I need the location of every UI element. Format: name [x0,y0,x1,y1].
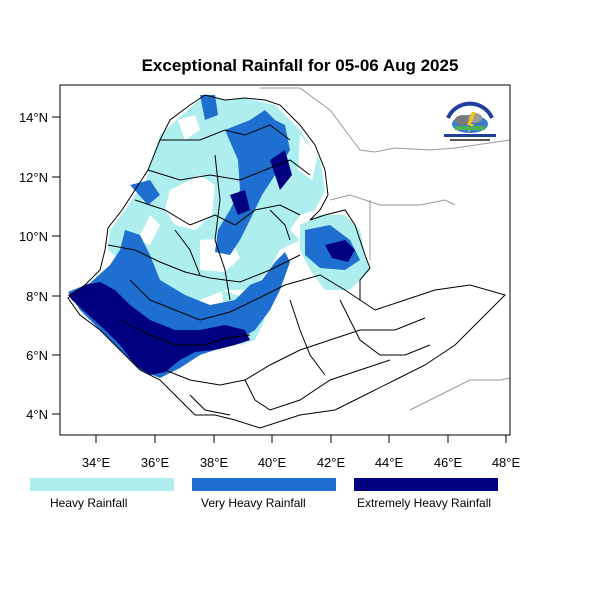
y-tick-label: 8°N [26,289,48,304]
ethiopia-borders [67,94,506,429]
y-tick-label: 4°N [26,407,48,422]
x-tick-label: 44°E [375,455,404,470]
neighbor-borders [260,87,510,411]
extremely-heavy-rainfall-area [68,150,355,375]
meteorology-institute-logo [444,101,496,141]
x-tick-label: 42°E [317,455,346,470]
map-title: Exceptional Rainfall for 05-06 Aug 2025 [141,56,459,75]
axis-ticks [52,116,507,443]
legend-label-very-heavy: Very Heavy Rainfall [201,496,306,510]
legend-label-extremely-heavy: Extremely Heavy Rainfall [357,496,492,510]
map-frame [59,84,511,436]
rainfall-areas [68,95,370,378]
y-tick-label: 14°N [19,110,48,125]
x-tick-label: 36°E [141,455,170,470]
y-tick-labels: 14°N 12°N 10°N 8°N 6°N 4°N [19,110,48,422]
y-tick-label: 10°N [19,229,48,244]
x-tick-label: 38°E [200,455,229,470]
y-tick-label: 6°N [26,348,48,363]
legend-swatch-heavy [30,478,174,491]
x-tick-label: 46°E [434,455,463,470]
x-tick-labels: 34°E 36°E 38°E 40°E 42°E 44°E 46°E 48°E [82,455,521,470]
legend-label-heavy: Heavy Rainfall [50,496,128,510]
legend-swatch-very-heavy [192,478,336,491]
x-tick-label: 34°E [82,455,111,470]
x-tick-label: 48°E [492,455,521,470]
x-tick-label: 40°E [258,455,287,470]
legend-swatch-extremely-heavy [354,478,498,491]
y-tick-label: 12°N [19,170,48,185]
country-outline [67,94,506,429]
